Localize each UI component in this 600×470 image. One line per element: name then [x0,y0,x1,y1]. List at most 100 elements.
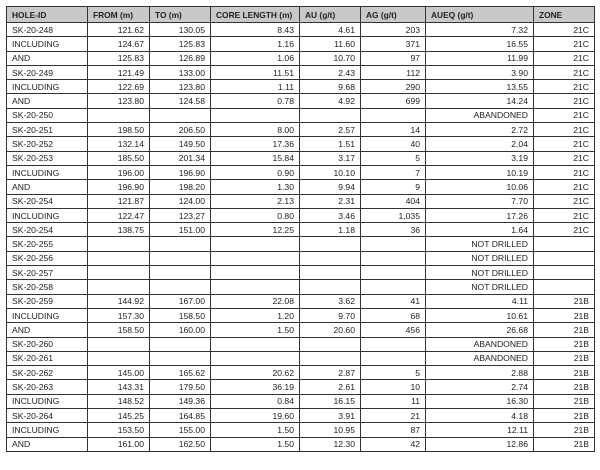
drill-results-table: HOLE-ID FROM (m) TO (m) CORE LENGTH (m) AU (… [6,6,595,452]
column-header: CORE LENGTH (m) [210,6,300,23]
table-cell [360,265,426,281]
table-cell: 36.19 [210,379,300,395]
table-cell [210,279,300,295]
table-cell: ABANDONED [425,336,534,352]
table-cell: NOT DRILLED [425,265,534,281]
table-row: INCLUDING 157.30 158.50 1.20 9.70 68 10.61 21B [6,307,595,324]
table-cell: 149.36 [149,393,211,410]
table-cell: 148.52 [87,393,150,410]
table-row: AND 158.50 160.00 1.50 20.60 456 26.68 21B [6,322,595,338]
table-cell: 4.61 [299,21,361,38]
table-cell: SK-20-263 [6,379,88,395]
table-cell [210,265,300,281]
table-cell: SK-20-262 [6,365,88,381]
table-cell: 4.18 [425,408,534,424]
table-cell: 132.14 [87,136,150,152]
table-cell [533,279,595,295]
table-cell: 21B [533,336,595,352]
table-cell: 68 [360,307,426,324]
table-cell [533,236,595,252]
table-cell [149,250,211,267]
table-cell: 21C [533,21,595,38]
table-cell: 36 [360,222,426,238]
table-cell: 2.57 [299,122,361,138]
table-cell [299,107,361,124]
table-cell: 145.25 [87,408,150,424]
table-cell: 21 [360,408,426,424]
table-cell: 0.84 [210,393,300,410]
table-cell: 2.87 [299,365,361,381]
table-cell: 158.50 [149,307,211,324]
table-cell: INCLUDING [6,164,88,181]
table-cell: 21C [533,50,595,66]
table-cell: 196.90 [149,164,211,181]
table-cell: 3.62 [299,293,361,309]
table-cell: 138.75 [87,222,150,238]
table-cell: 10.95 [299,422,361,438]
table-cell: 21C [533,36,595,52]
table-cell: AND [6,93,88,109]
table-cell: 12.86 [425,436,534,452]
table-cell [210,236,300,252]
table-cell: NOT DRILLED [425,236,534,252]
table-cell: 21C [533,179,595,195]
table-cell: 4.11 [425,293,534,309]
table-cell: 8.00 [210,122,300,138]
table-cell: 0.90 [210,164,300,181]
table-cell [360,279,426,295]
table-cell: 456 [360,322,426,338]
table-cell [87,265,150,281]
table-cell: 1.20 [210,307,300,324]
table-cell: 12.11 [425,422,534,438]
table-cell: 3.17 [299,150,361,166]
table-cell: 9.70 [299,307,361,324]
table-cell: 21B [533,307,595,324]
table-cell: 12.30 [299,436,361,452]
table-cell: 203 [360,21,426,38]
table-cell: SK-20-259 [6,293,88,309]
table-cell: 161.00 [87,436,150,452]
table-cell: 21C [533,64,595,81]
table-cell: 158.50 [87,322,150,338]
table-cell: 122.47 [87,207,150,224]
table-cell: INCLUDING [6,422,88,438]
table-cell: 21B [533,393,595,410]
table-cell: INCLUDING [6,79,88,95]
table-cell [149,265,211,281]
table-cell: 1.30 [210,179,300,195]
table-cell [360,350,426,367]
table-cell: 21C [533,79,595,95]
column-header: AUEQ (g/t) [425,6,534,23]
table-cell [149,336,211,352]
table-cell: 21C [533,222,595,238]
table-cell: 144.92 [87,293,150,309]
table-cell: 21B [533,365,595,381]
table-cell: 21C [533,136,595,152]
table-cell [299,350,361,367]
table-cell: 10.10 [299,164,361,181]
table-cell: 17.26 [425,207,534,224]
table-cell: 20.60 [299,322,361,338]
table-cell: SK-20-261 [6,350,88,367]
table-cell: 122.69 [87,79,150,95]
table-cell: 16.55 [425,36,534,52]
table-cell: 2.31 [299,193,361,209]
table-cell: 21B [533,408,595,424]
table-cell [87,350,150,367]
table-cell: 7 [360,164,426,181]
table-cell: 153.50 [87,422,150,438]
table-row: AND 161.00 162.50 1.50 12.30 42 12.86 21B [6,436,595,452]
table-cell: 155.00 [149,422,211,438]
table-row: INCLUDING 196.00 196.90 0.90 10.10 7 10.19 21C [6,164,595,181]
table-cell: 1.16 [210,36,300,52]
table-row: INCLUDING 124.67 125.83 1.16 11.60 371 16.55 21… [6,36,595,52]
table-cell [149,279,211,295]
table-cell: 21B [533,422,595,438]
table-cell: 1.11 [210,79,300,95]
table-cell: AND [6,436,88,452]
table-row: AND 196.90 198.20 1.30 9.94 9 10.06 21C [6,179,595,195]
table-cell: 10.19 [425,164,534,181]
table-cell: 1,035 [360,207,426,224]
table-cell: 151.00 [149,222,211,238]
column-header: ZONE [533,6,595,23]
